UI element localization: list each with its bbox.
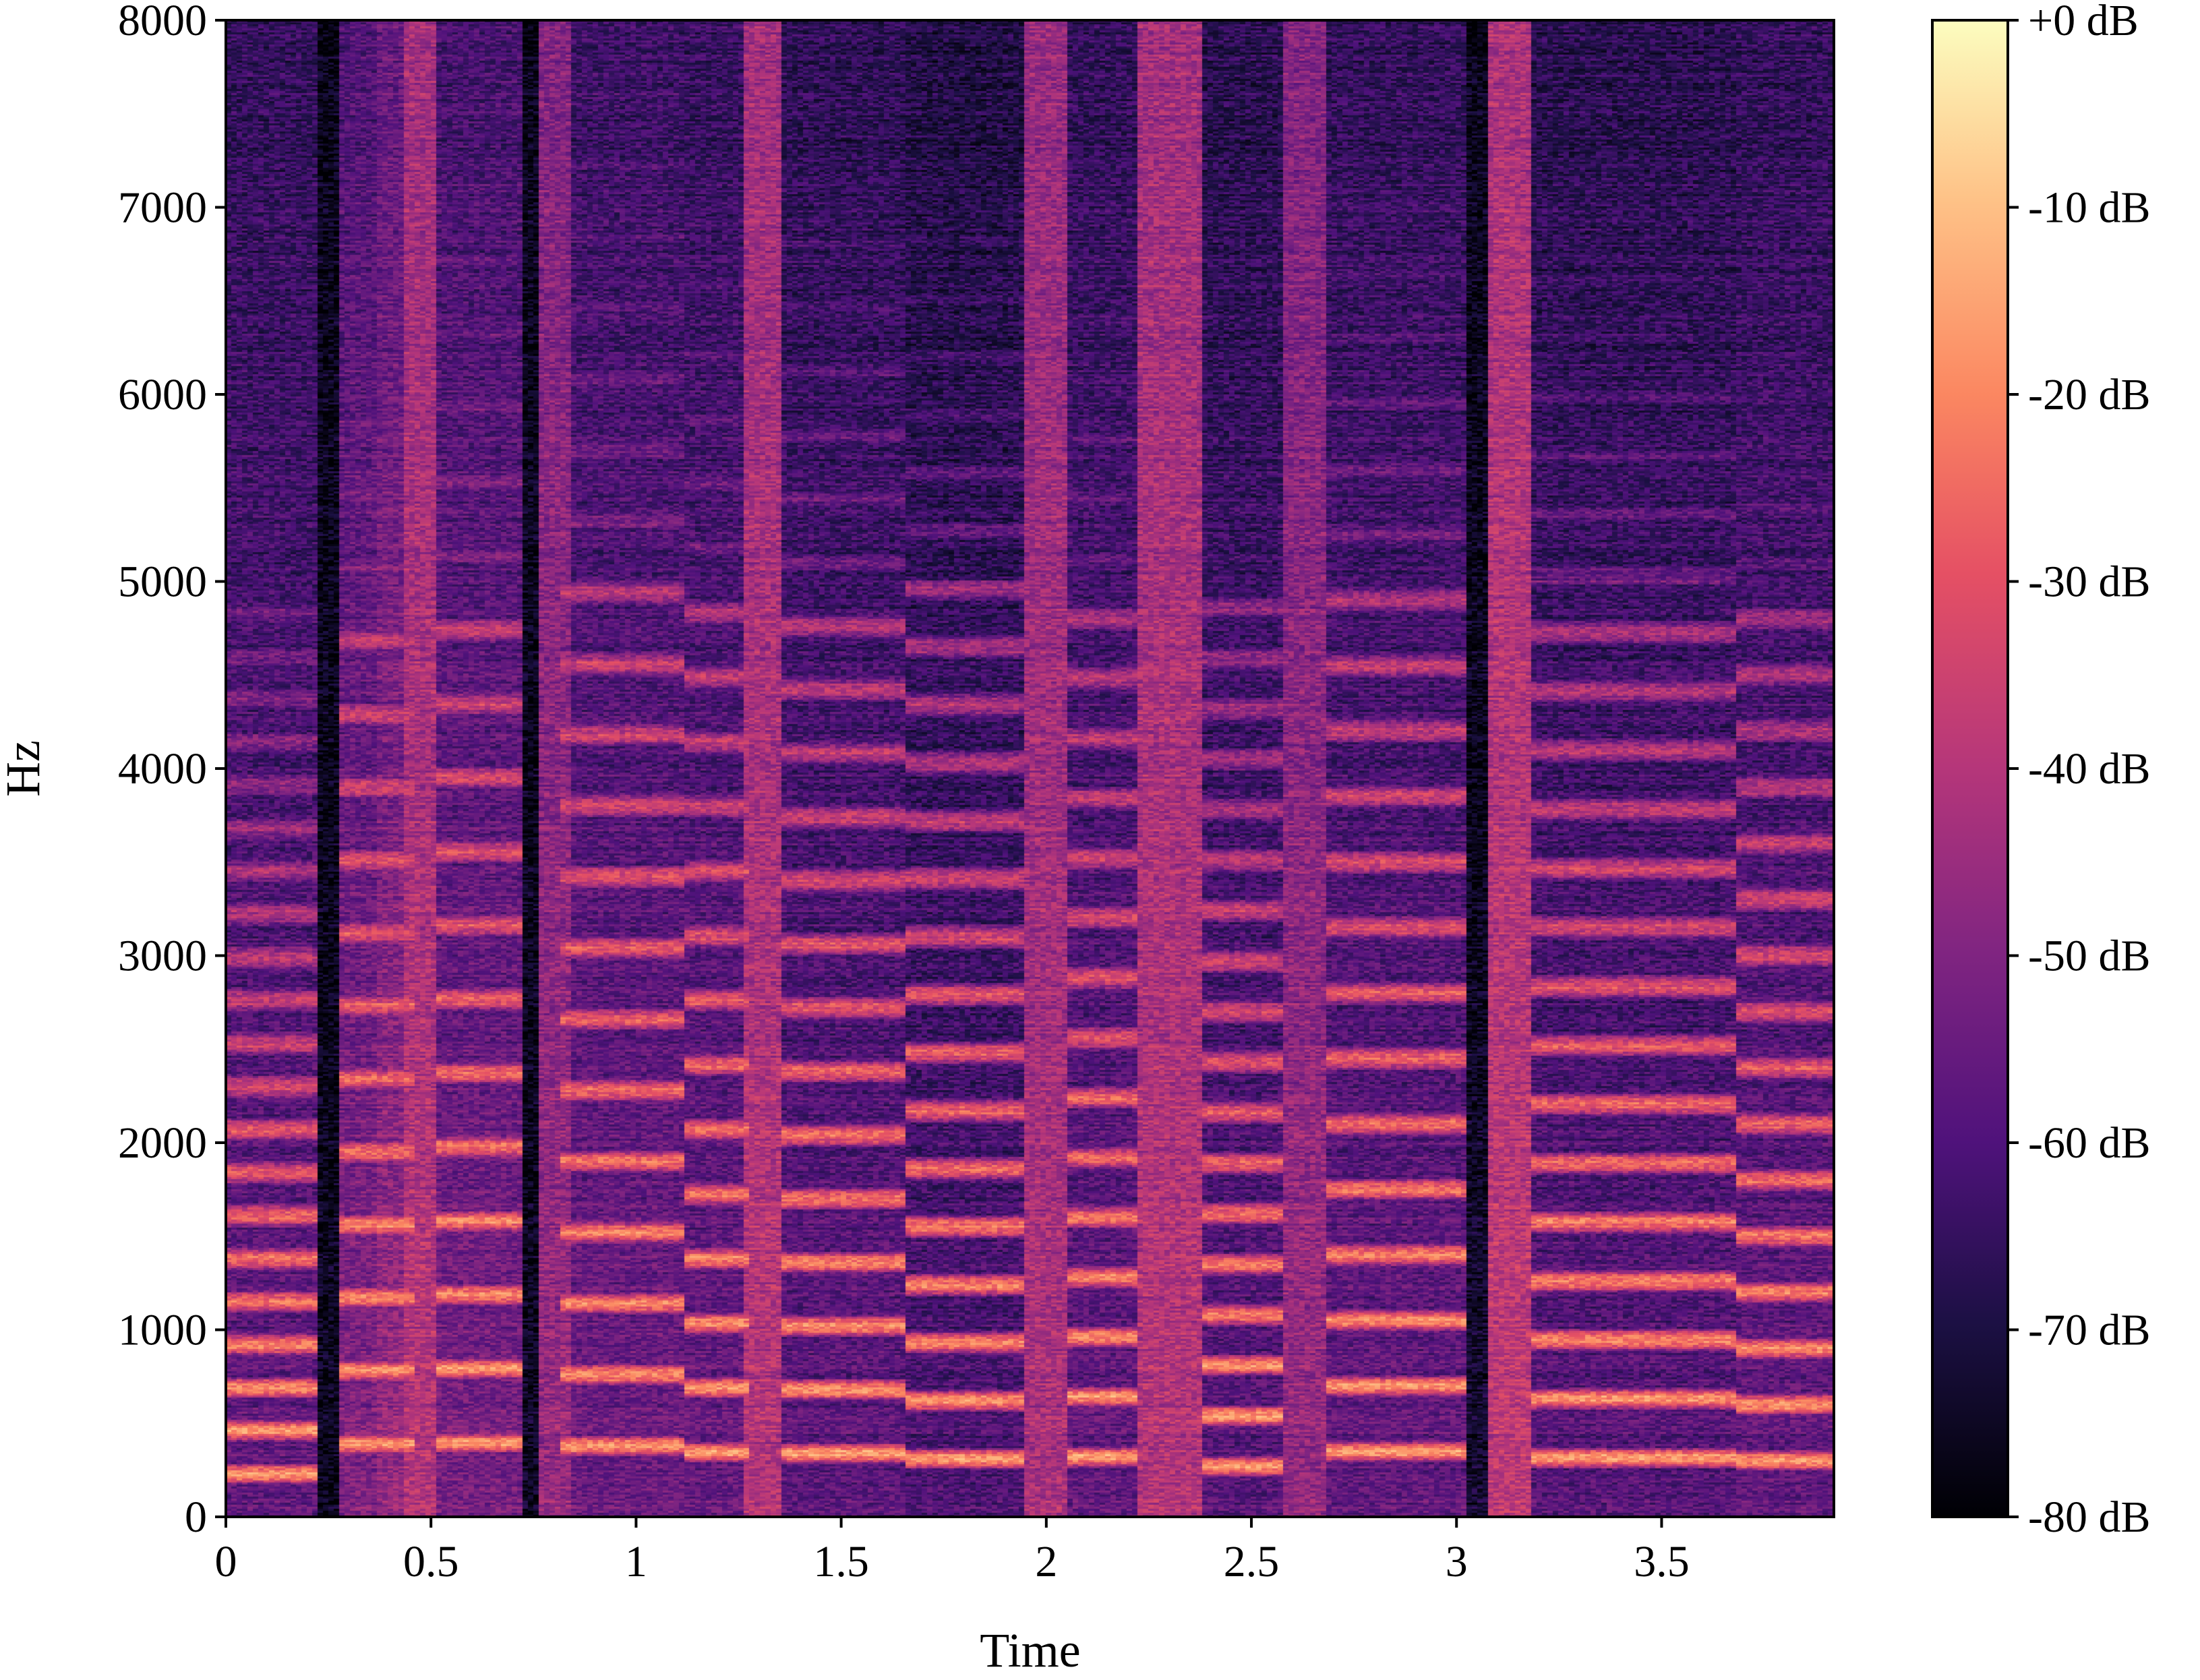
colorbar-tick-label: +0 dB [2028,0,2139,45]
colorbar-tick-label: -80 dB [2028,1493,2151,1542]
colorbar [1932,20,2008,1517]
colorbar-tick-label: -40 dB [2028,744,2151,793]
colorbar-tick-label: -10 dB [2028,183,2151,233]
colorbar-tick-label: -70 dB [2028,1306,2151,1355]
x-tick-label: 2 [1035,1537,1057,1586]
y-tick-label: 2000 [118,1118,207,1168]
y-tick-label: 3000 [118,932,207,981]
y-tick-label: 8000 [118,0,207,45]
x-axis-title: Time [980,1623,1080,1677]
y-axis-title: Hz [0,740,50,797]
x-tick-label: 1.5 [813,1537,869,1586]
spectrogram-image [226,20,1834,1517]
y-tick-label: 0 [185,1493,207,1542]
x-tick-label: 0 [215,1537,237,1586]
y-tick-label: 7000 [118,183,207,233]
colorbar-tick-label: -20 dB [2028,370,2151,419]
spectrogram-image-holder [226,20,1834,1517]
y-tick-label: 4000 [118,744,207,793]
x-tick-label: 0.5 [403,1537,459,1586]
y-axis: 0 1000 2000 3000 4000 5000 6000 7000 8000 [118,0,226,1542]
colorbar-axis: +0 dB -10 dB -20 dB -30 dB -40 dB -50 dB -60 d… [2008,0,2151,1542]
y-tick-label: 1000 [118,1306,207,1355]
x-tick-label: 3 [1446,1537,1468,1586]
x-tick-label: 1 [625,1537,647,1586]
x-axis: 0 0.5 1 1.5 2 2.5 3 3.5 [215,1517,1690,1586]
colorbar-tick-label: -50 dB [2028,932,2151,981]
x-tick-label: 3.5 [1634,1537,1690,1586]
colorbar-tick-label: -30 dB [2028,558,2151,607]
y-tick-label: 6000 [118,370,207,419]
y-tick-label: 5000 [118,558,207,607]
colorbar-tick-label: -60 dB [2028,1118,2151,1168]
x-tick-label: 2.5 [1224,1537,1280,1586]
